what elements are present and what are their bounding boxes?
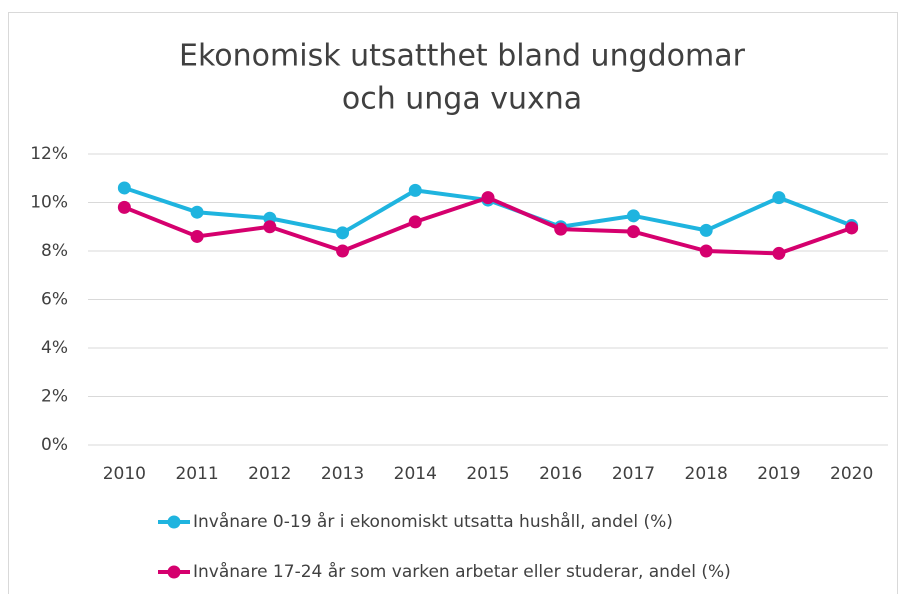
data-point [190,229,204,243]
data-point [845,221,859,235]
data-point [190,205,204,219]
x-tick-label: 2019 [757,464,800,484]
y-tick-label: 4% [41,338,68,358]
data-point [408,183,422,197]
chart-title: och unga vuxna [342,82,582,117]
data-point [772,246,786,260]
y-tick-label: 6% [41,290,68,310]
x-tick-label: 2016 [539,464,582,484]
x-tick-label: 2018 [685,464,728,484]
x-tick-label: 2014 [394,464,437,484]
x-tick-label: 2010 [103,464,146,484]
data-point [699,244,713,258]
legend-marker [167,565,181,579]
y-tick-label: 8% [41,241,68,261]
y-tick-label: 0% [41,435,68,455]
chart-frame [8,12,898,594]
y-tick-label: 10% [30,193,68,213]
data-point [336,226,350,240]
data-point [626,225,640,239]
legend-label: Invånare 0-19 år i ekonomiskt utsatta hu… [193,511,673,532]
data-point [699,223,713,237]
data-point [554,222,568,236]
x-tick-label: 2012 [248,464,291,484]
data-point [408,215,422,229]
x-tick-label: 2020 [830,464,873,484]
legend-marker [167,515,181,529]
x-tick-label: 2017 [612,464,655,484]
data-point [263,220,277,234]
y-tick-label: 2% [41,387,68,407]
data-point [626,209,640,223]
data-point [481,191,495,205]
data-point [117,181,131,195]
data-point [336,244,350,258]
data-point [772,191,786,205]
x-tick-label: 2013 [321,464,364,484]
data-point [117,200,131,214]
legend-label: Invånare 17-24 år som varken arbetar ell… [193,561,731,582]
x-tick-label: 2011 [175,464,218,484]
x-tick-label: 2015 [466,464,509,484]
chart-title: Ekonomisk utsatthet bland ungdomar [179,39,746,74]
y-tick-label: 12% [30,144,68,164]
